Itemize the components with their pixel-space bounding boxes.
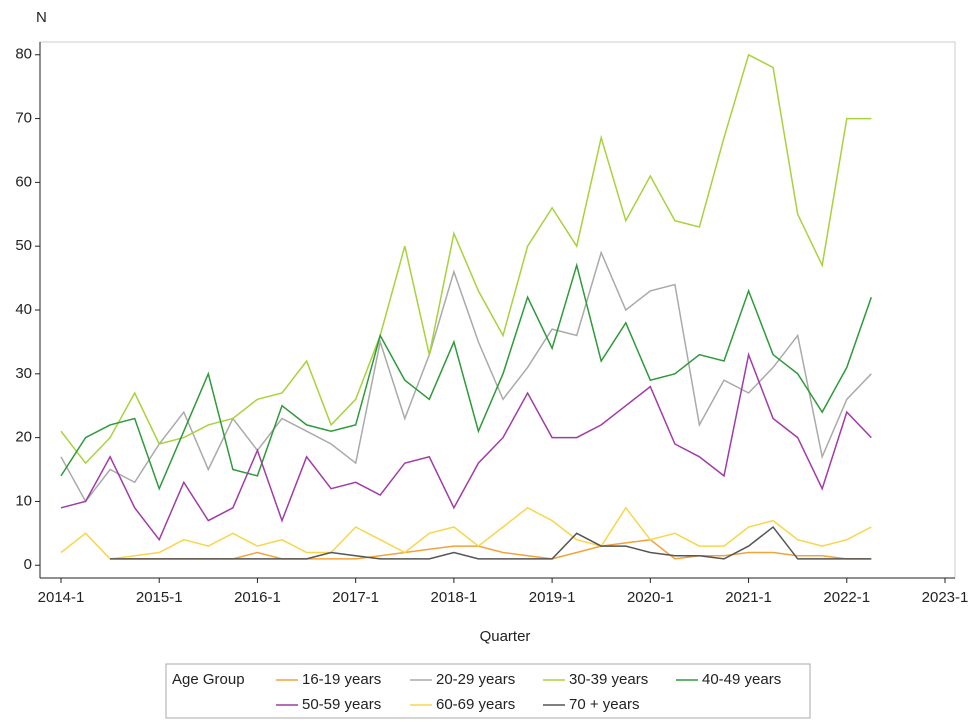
legend-label: 70 + years xyxy=(569,696,639,713)
legend-label: 60-69 years xyxy=(436,696,515,713)
series-line xyxy=(60,352,872,542)
y-tick-label: 50 xyxy=(15,237,32,254)
y-tick-label: 40 xyxy=(15,301,32,318)
series-line xyxy=(110,538,872,560)
y-tick-label: 70 xyxy=(15,110,32,127)
x-tick-label: 2014-1 xyxy=(38,589,85,606)
y-tick-label: 10 xyxy=(15,492,32,509)
x-tick-label: 2023-1 xyxy=(922,589,969,606)
series-line xyxy=(110,525,872,560)
legend-title: Age Group xyxy=(172,671,245,688)
x-tick-label: 2018-1 xyxy=(431,589,478,606)
x-tick-label: 2022-1 xyxy=(823,589,870,606)
y-tick-label: 30 xyxy=(15,365,32,382)
legend-label: 40-49 years xyxy=(702,671,781,688)
x-tick-label: 2020-1 xyxy=(627,589,674,606)
x-tick-label: 2019-1 xyxy=(529,589,576,606)
y-tick-label: 60 xyxy=(15,173,32,190)
series-line xyxy=(60,53,872,465)
y-tick-label: 20 xyxy=(15,429,32,446)
x-tick-label: 2015-1 xyxy=(136,589,183,606)
legend-label: 30-39 years xyxy=(569,671,648,688)
legend-label: 50-59 years xyxy=(302,696,381,713)
y-tick-label: 80 xyxy=(15,46,32,63)
series-line xyxy=(60,506,872,560)
x-tick-label: 2021-1 xyxy=(725,589,772,606)
legend-label: 20-29 years xyxy=(436,671,515,688)
series-line xyxy=(60,250,872,503)
x-tick-label: 2017-1 xyxy=(332,589,379,606)
legend-box xyxy=(165,663,811,719)
x-tick-label: 2016-1 xyxy=(234,589,281,606)
x-axis-label: Quarter xyxy=(480,628,531,645)
legend-label: 16-19 years xyxy=(302,671,381,688)
y-tick-label: 0 xyxy=(24,556,32,573)
series-line xyxy=(60,262,873,491)
y-axis-label: N xyxy=(36,9,47,26)
